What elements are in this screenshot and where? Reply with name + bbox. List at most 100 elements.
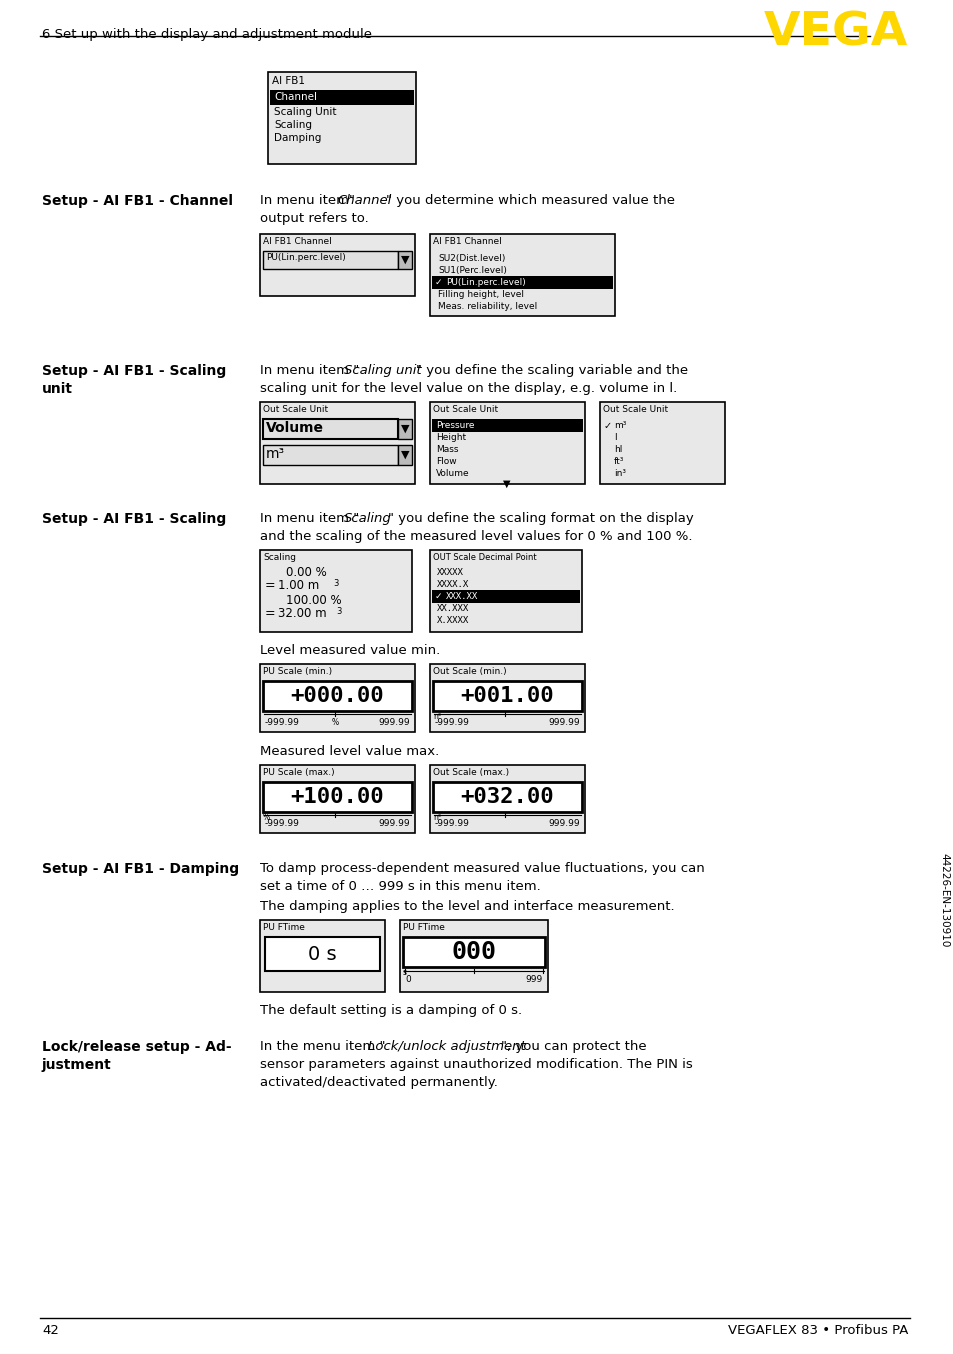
Text: SU2(Dist.level): SU2(Dist.level): [437, 255, 505, 263]
Text: +000.00: +000.00: [290, 686, 383, 705]
Text: Volume: Volume: [266, 421, 324, 435]
Text: in³: in³: [614, 468, 625, 478]
Text: ✓: ✓: [435, 278, 442, 287]
Text: Out Scale Unit: Out Scale Unit: [433, 405, 497, 414]
Bar: [263, 250, 397, 269]
Text: PU Scale (min.): PU Scale (min.): [263, 668, 332, 676]
Text: XX.XXX: XX.XXX: [436, 604, 469, 613]
Text: =: =: [265, 607, 275, 620]
Text: X.XXXX: X.XXXX: [436, 616, 469, 626]
Text: 0.00 %: 0.00 %: [286, 566, 327, 580]
Text: ", you can protect the: ", you can protect the: [500, 1040, 646, 1053]
Text: ✓: ✓: [603, 421, 612, 431]
Text: 0: 0: [405, 975, 411, 984]
Text: AI FB1 Channel: AI FB1 Channel: [433, 237, 501, 246]
Text: OUT Scale Decimal Point: OUT Scale Decimal Point: [433, 552, 536, 562]
Bar: [263, 783, 412, 812]
Text: Height: Height: [436, 433, 466, 441]
Text: Volume: Volume: [436, 468, 469, 478]
Bar: [430, 765, 584, 833]
Text: In menu item": In menu item": [260, 194, 355, 207]
Text: Channel: Channel: [274, 92, 316, 102]
Text: 1.00 m: 1.00 m: [277, 580, 319, 592]
Text: +001.00: +001.00: [459, 686, 554, 705]
Bar: [399, 919, 547, 992]
Text: Scaling: Scaling: [263, 552, 295, 562]
Bar: [397, 445, 412, 464]
Text: sensor parameters against unauthorized modification. The PIN is: sensor parameters against unauthorized m…: [260, 1057, 692, 1071]
Bar: [260, 402, 415, 483]
Text: ▼: ▼: [400, 450, 409, 460]
Text: ▼: ▼: [400, 424, 409, 435]
Bar: [430, 550, 581, 632]
Bar: [430, 663, 584, 733]
Bar: [432, 418, 582, 432]
Text: and the scaling of the measured level values for 0 % and 100 %.: and the scaling of the measured level va…: [260, 529, 692, 543]
Text: m³: m³: [614, 421, 626, 431]
Bar: [263, 445, 397, 464]
Text: 100.00 %: 100.00 %: [286, 594, 341, 607]
Text: " you determine which measured value the: " you determine which measured value the: [386, 194, 675, 207]
Text: justment: justment: [42, 1057, 112, 1072]
Text: Scaling unit: Scaling unit: [344, 364, 421, 376]
Text: Scaling Unit: Scaling Unit: [274, 107, 336, 116]
Text: Out Scale (min.): Out Scale (min.): [433, 668, 506, 676]
Text: Out Scale Unit: Out Scale Unit: [263, 405, 328, 414]
Text: 42: 42: [42, 1324, 59, 1336]
Text: SU1(Perc.level): SU1(Perc.level): [437, 265, 506, 275]
Bar: [402, 937, 544, 967]
Text: PU(Lin.perc.level): PU(Lin.perc.level): [446, 278, 525, 287]
Text: Setup - AI FB1 - Damping: Setup - AI FB1 - Damping: [42, 862, 239, 876]
Text: output refers to.: output refers to.: [260, 213, 369, 225]
Bar: [599, 402, 724, 483]
Bar: [397, 418, 412, 439]
Bar: [265, 937, 379, 971]
Text: set a time of 0 … 999 s in this menu item.: set a time of 0 … 999 s in this menu ite…: [260, 880, 540, 894]
Text: 000: 000: [451, 940, 496, 964]
Text: Measured level value max.: Measured level value max.: [260, 745, 438, 758]
Text: s: s: [402, 968, 407, 978]
Bar: [260, 919, 385, 992]
Text: activated/deactivated permanently.: activated/deactivated permanently.: [260, 1076, 497, 1089]
Text: 999: 999: [525, 975, 542, 984]
Text: -999.99: -999.99: [265, 718, 299, 727]
Text: XXXX.X: XXXX.X: [436, 580, 469, 589]
Text: XXXXX: XXXXX: [436, 567, 463, 577]
Text: In menu item ": In menu item ": [260, 364, 359, 376]
Text: n³: n³: [433, 812, 440, 822]
Text: Damping: Damping: [274, 133, 321, 144]
Text: -999.99: -999.99: [265, 819, 299, 829]
Text: m³: m³: [266, 447, 285, 460]
Text: Lock/unlock adjustment: Lock/unlock adjustment: [368, 1040, 525, 1053]
Text: Out Scale (max.): Out Scale (max.): [433, 768, 509, 777]
Text: Out Scale Unit: Out Scale Unit: [602, 405, 667, 414]
Text: Scaling: Scaling: [344, 512, 392, 525]
Text: ✓: ✓: [435, 592, 442, 601]
Text: To damp process-dependent measured value fluctuations, you can: To damp process-dependent measured value…: [260, 862, 704, 875]
Bar: [260, 550, 412, 632]
Text: scaling unit for the level value on the display, e.g. volume in l.: scaling unit for the level value on the …: [260, 382, 677, 395]
Text: 6 Set up with the display and adjustment module: 6 Set up with the display and adjustment…: [42, 28, 372, 41]
Text: Setup - AI FB1 - Scaling: Setup - AI FB1 - Scaling: [42, 364, 226, 378]
Text: l: l: [614, 433, 616, 441]
Text: 3: 3: [333, 580, 338, 588]
Bar: [260, 234, 415, 297]
Text: PU Scale (max.): PU Scale (max.): [263, 768, 335, 777]
Text: -999.99: -999.99: [435, 819, 470, 829]
Text: +100.00: +100.00: [290, 787, 383, 807]
Text: 32.00 m: 32.00 m: [277, 607, 326, 620]
Bar: [432, 590, 579, 603]
Text: Scaling: Scaling: [274, 121, 312, 130]
Text: AI FB1: AI FB1: [272, 76, 305, 87]
Text: " you define the scaling format on the display: " you define the scaling format on the d…: [388, 512, 693, 525]
Text: =: =: [265, 580, 275, 592]
Text: PU(Lin.perc.level): PU(Lin.perc.level): [266, 253, 345, 263]
Text: PU FTime: PU FTime: [402, 923, 444, 932]
Text: ▼: ▼: [503, 479, 510, 489]
Bar: [433, 783, 581, 812]
Text: In menu item ": In menu item ": [260, 512, 359, 525]
Text: +032.00: +032.00: [459, 787, 554, 807]
Text: hl: hl: [614, 445, 621, 454]
Text: n³: n³: [433, 712, 440, 720]
Bar: [430, 402, 584, 483]
